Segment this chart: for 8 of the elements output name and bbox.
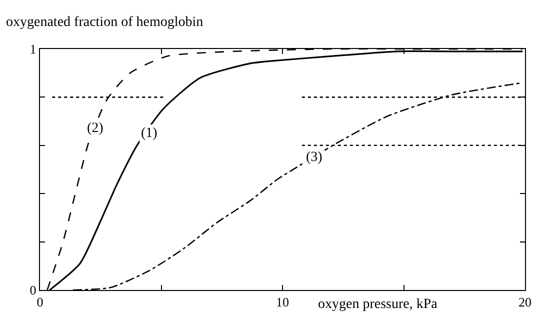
annotation: (3) — [306, 150, 323, 165]
y-axis-title: oxygenated fraction of hemoglobin — [6, 15, 204, 30]
x-axis-title: oxygen pressure, kPa — [318, 297, 438, 312]
x-tick-label: 20 — [518, 294, 532, 310]
x-tick-label: 10 — [276, 294, 289, 310]
y-tick-label: 1 — [30, 42, 36, 57]
annotation: (1) — [141, 126, 158, 141]
annotation: (2) — [87, 121, 104, 136]
